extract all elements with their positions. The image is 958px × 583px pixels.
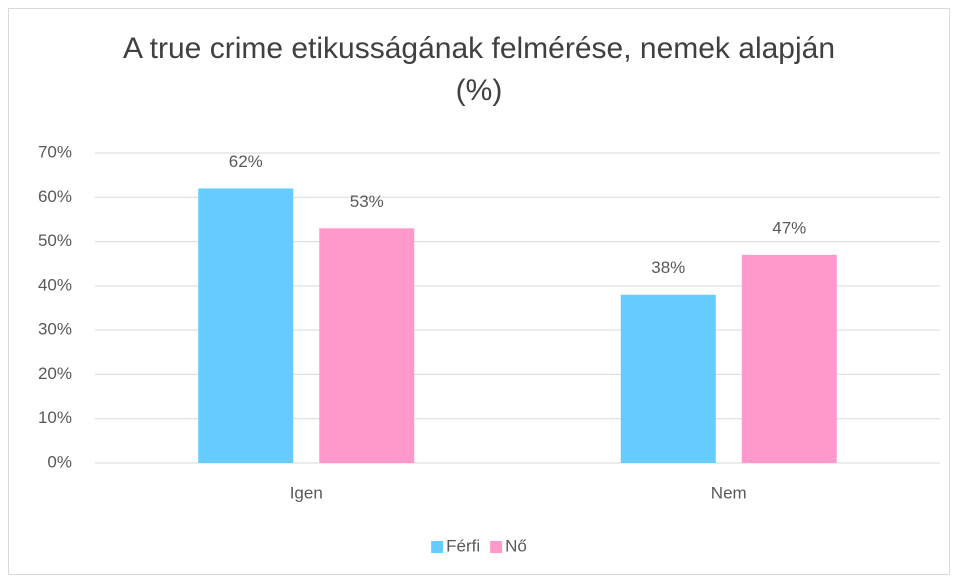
y-tick-label: 40% — [38, 275, 72, 294]
y-tick-label: 30% — [38, 320, 72, 339]
y-tick-label: 50% — [38, 231, 72, 250]
y-tick-label: 20% — [38, 364, 72, 383]
data-label: 53% — [350, 192, 384, 211]
legend-label: Nő — [505, 536, 527, 555]
legend-label: Férfi — [446, 536, 480, 555]
x-tick-label: Nem — [711, 483, 747, 502]
bar — [620, 294, 716, 463]
chart-title: A true crime etikusságának felmérése, ne… — [122, 32, 836, 107]
bar — [741, 254, 837, 463]
y-tick-label: 60% — [38, 187, 72, 206]
bar — [319, 228, 415, 463]
legend-swatch — [490, 541, 503, 553]
legend-swatch — [431, 541, 444, 553]
y-tick-label: 0% — [47, 452, 72, 471]
y-tick-label: 10% — [38, 408, 72, 427]
data-label: 38% — [651, 258, 685, 277]
data-label: 47% — [772, 218, 806, 237]
legend-item: Férfi — [431, 536, 480, 555]
x-tick-label: Igen — [290, 483, 323, 502]
legend-item: Nő — [490, 536, 527, 555]
y-tick-label: 70% — [38, 142, 72, 161]
bar — [198, 188, 294, 463]
data-label: 62% — [229, 152, 263, 171]
